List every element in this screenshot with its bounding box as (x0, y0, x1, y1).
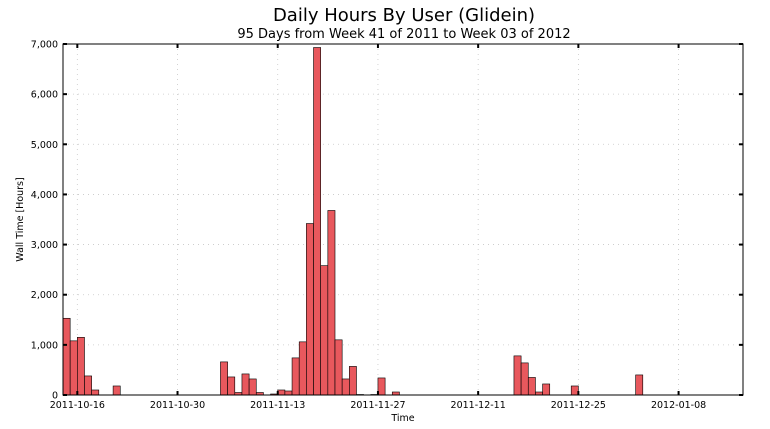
bar-2011-10-18 (91, 389, 100, 396)
bar-2011-10-21 (112, 385, 121, 396)
bar-2011-10-16 (77, 337, 85, 396)
bar-2011-11-21 (334, 339, 343, 396)
bar-2011-11-27 (377, 377, 386, 396)
x-tick-label: 2011-12-25 (551, 400, 606, 411)
chart-title: Daily Hours By User (Glidein) (273, 5, 535, 26)
bars (62, 47, 644, 396)
x-tick-label: 2011-11-27 (350, 400, 405, 411)
y-tick-labels: 0 1,000 2,000 3,000 4,000 5,000 6,000 7,000 (31, 40, 58, 402)
y-axis-label: Wall Time [Hours] (15, 177, 26, 261)
y-tick-label: 3,000 (31, 240, 58, 251)
bar-2011-11-23 (349, 366, 357, 396)
bar-2011-11-06 (227, 376, 236, 396)
x-tick-label: 2011-11-13 (250, 400, 305, 411)
bar-2011-12-18 (527, 377, 536, 396)
bar-2011-10-15 (69, 340, 78, 396)
bar-2011-11-13 (277, 389, 286, 396)
bar-2011-12-20 (542, 383, 551, 396)
bar-2011-11-22 (341, 378, 350, 396)
bar-2011-12-24 (570, 385, 579, 396)
grid-lines (63, 44, 743, 395)
y-tick-label: 6,000 (31, 90, 58, 101)
bar-2011-11-19 (320, 265, 329, 396)
bar-2011-11-05 (220, 361, 228, 396)
bar-2011-12-17 (520, 362, 529, 396)
x-tick-label: 2011-10-16 (50, 400, 105, 411)
y-tick-label: 0 (52, 391, 58, 402)
bar-2011-11-14 (284, 390, 293, 396)
y-tick-label: 7,000 (31, 40, 58, 51)
bar-2011-11-08 (241, 373, 250, 396)
bar-2012-01-02 (635, 374, 644, 396)
y-tick-label: 4,000 (31, 190, 58, 201)
bar-2011-10-17 (84, 375, 92, 396)
bar-2011-11-17 (306, 223, 314, 396)
x-tick-labels: 2011-10-16 2011-10-30 2011-11-13 2011-11-27… (50, 400, 706, 411)
bar-2011-11-18 (313, 47, 321, 396)
bar-2011-11-09 (248, 378, 257, 396)
ticks (63, 43, 743, 396)
x-tick-label: 2011-10-30 (150, 400, 205, 411)
bar-2011-11-20 (327, 210, 336, 396)
bar-2011-10-14 (62, 317, 71, 396)
plot-frame (62, 43, 744, 396)
x-axis-label: Time (390, 413, 414, 424)
bar-2011-11-16 (298, 341, 307, 396)
y-tick-label: 1,000 (31, 340, 58, 351)
x-tick-label: 2011-12-11 (451, 400, 506, 411)
y-tick-label: 2,000 (31, 290, 58, 301)
chart-subtitle: 95 Days from Week 41 of 2011 to Week 03 … (237, 27, 570, 42)
bar-2011-12-16 (513, 355, 522, 396)
x-tick-label: 2012-01-08 (651, 400, 706, 411)
bar-2011-11-15 (291, 357, 300, 396)
y-tick-label: 5,000 (31, 140, 58, 151)
